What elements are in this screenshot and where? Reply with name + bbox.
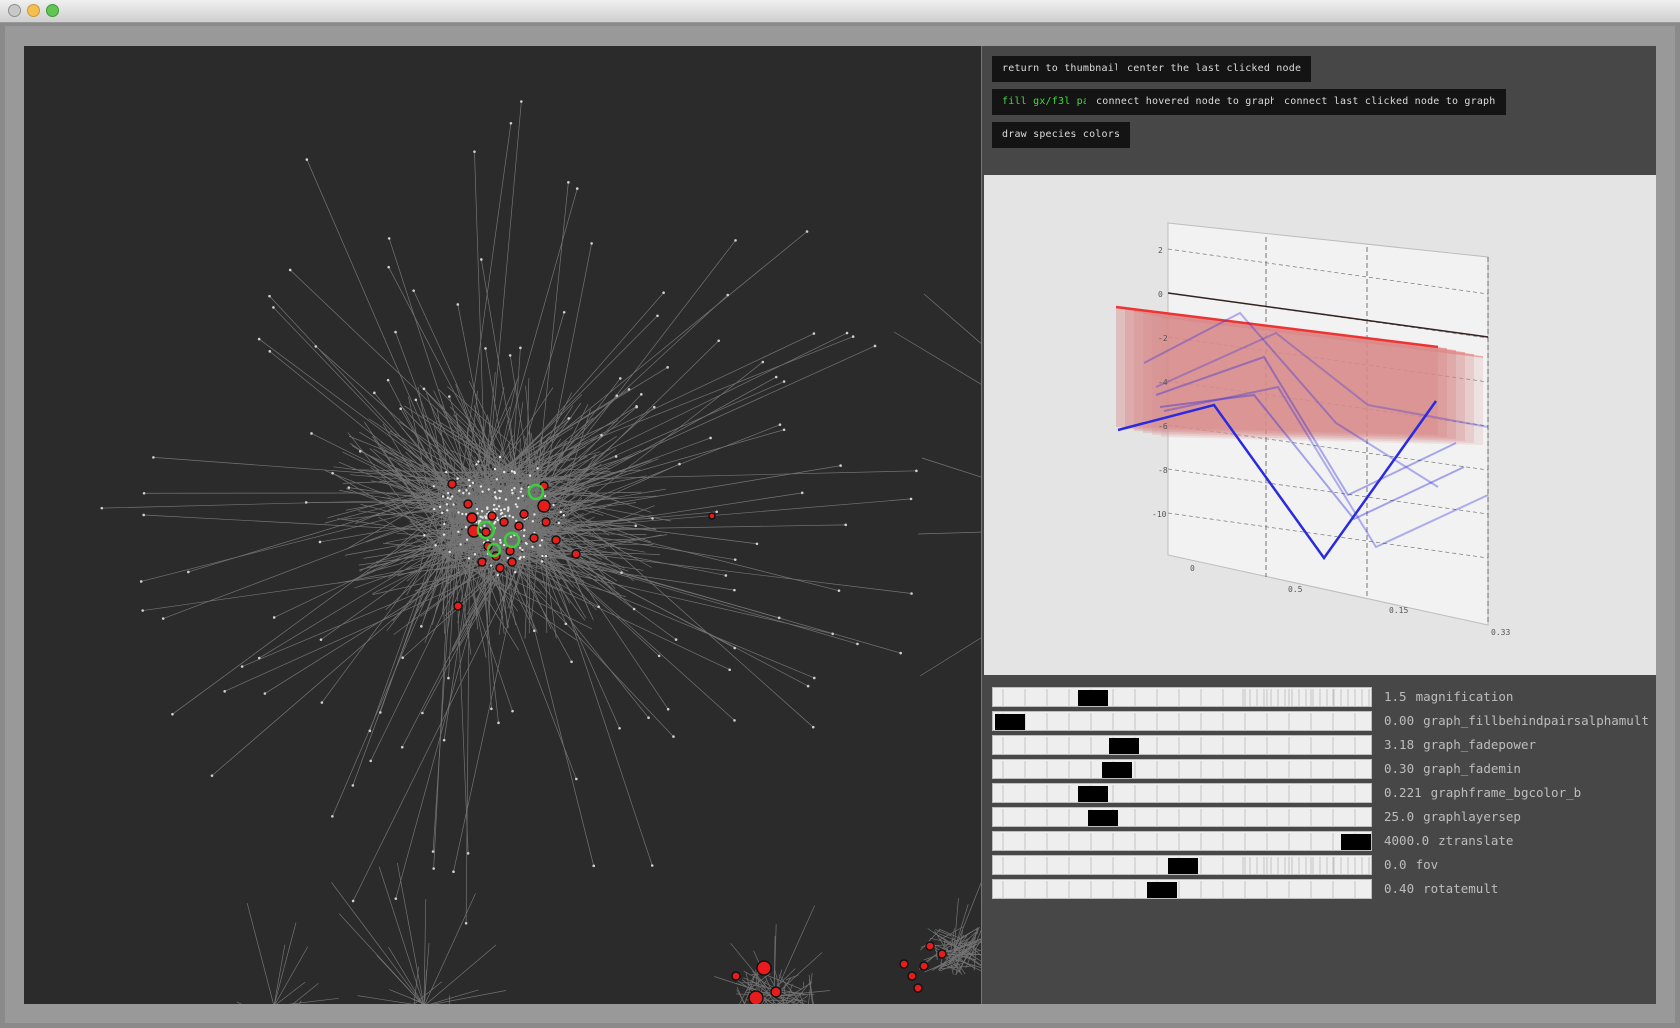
slider-knob[interactable] [1168, 858, 1198, 874]
slider-knob[interactable] [1078, 786, 1109, 802]
slider-name: graphframe_bgcolor_b [1430, 785, 1582, 800]
slider-knob[interactable] [1088, 810, 1119, 826]
slider-graph-fadepower[interactable]: 3.18 graph_fadepower [992, 735, 1652, 755]
plot-frame [1115, 222, 1489, 626]
slider-graphframe-bgcolor-b[interactable]: 0.221 graphframe_bgcolor_b [992, 783, 1652, 803]
slider-knob[interactable] [1109, 738, 1140, 754]
slider-knob[interactable] [1341, 834, 1371, 850]
slider-name: graph_fademin [1423, 761, 1521, 776]
slider-knob[interactable] [1078, 690, 1109, 706]
network-graph-canvas[interactable] [24, 46, 982, 1004]
window-maximize-button[interactable] [46, 4, 59, 17]
slider-value: 1.5 [1384, 689, 1407, 704]
plot-tick-labels: 2 0 -2 -4 -6 -8 -10 0 0.5 0.15 0.33 [1152, 246, 1510, 637]
y-tick-label: 2 [1158, 246, 1163, 255]
slider-name: graph_fillbehindpairsalphamult [1423, 713, 1649, 728]
slider-value: 0.0 [1384, 857, 1407, 872]
x-tick-label: 0 [1190, 564, 1195, 573]
slider-panel: 1.5 magnification 0.00 graph_fillbehindpai… [982, 676, 1656, 1004]
slider-name: graphlayersep [1423, 809, 1521, 824]
slider-name: graph_fadepower [1423, 737, 1536, 752]
y-tick-label: -2 [1158, 334, 1168, 343]
slider-value: 3.18 [1384, 737, 1415, 752]
y-tick-label: -6 [1158, 422, 1168, 431]
slider-name: ztranslate [1438, 833, 1514, 848]
connect-last-clicked-node-button[interactable]: connect last clicked node to graph [1274, 89, 1506, 115]
x-tick-label: 0.33 [1491, 628, 1510, 637]
slider-track[interactable] [992, 687, 1372, 707]
slider-value: 25.0 [1384, 809, 1415, 824]
slider-value: 0.30 [1384, 761, 1415, 776]
slider-magnification[interactable]: 1.5 magnification [992, 687, 1652, 707]
network-graph-view[interactable] [24, 46, 982, 1004]
slider-name: magnification [1415, 689, 1514, 704]
window-titlebar [0, 0, 1680, 23]
center-last-clicked-node-button[interactable]: center the last clicked node [1117, 56, 1312, 82]
plot-canvas: 2 0 -2 -4 -6 -8 -10 0 0.5 0.15 0.33 [1115, 222, 1510, 637]
slider-value: 0.00 [1384, 713, 1415, 728]
slider-knob[interactable] [995, 714, 1025, 730]
slider-value: 4000.0 [1384, 833, 1430, 848]
slider-name: fov [1415, 857, 1439, 872]
slider-ztranslate[interactable]: 4000.0 ztranslate [992, 831, 1652, 851]
slider-knob[interactable] [1102, 762, 1133, 778]
toolbar: return to thumbnails center the last cli… [982, 46, 1656, 174]
y-tick-label: 0 [1158, 290, 1163, 299]
slider-track[interactable] [992, 855, 1372, 875]
app-content: return to thumbnails center the last cli… [24, 46, 1656, 1004]
y-tick-label: -4 [1158, 378, 1168, 387]
y-tick-label: -8 [1158, 466, 1168, 475]
slider-track[interactable] [992, 759, 1372, 779]
slider-rotatemult[interactable]: 0.40 rotatemult [992, 879, 1652, 899]
slider-track[interactable] [992, 735, 1372, 755]
slider-value: 0.40 [1384, 881, 1415, 896]
slider-track[interactable] [992, 783, 1372, 803]
window-minimize-button[interactable] [27, 4, 40, 17]
slider-track[interactable] [992, 807, 1372, 827]
slider-name: rotatemult [1423, 881, 1499, 896]
draw-species-colors-button[interactable]: draw species colors [992, 122, 1131, 148]
layered-line-plot[interactable]: 2 0 -2 -4 -6 -8 -10 0 0.5 0.15 0.33 [984, 175, 1656, 675]
y-tick-label: -10 [1152, 510, 1167, 519]
return-to-thumbnails-button[interactable]: return to thumbnails [992, 56, 1137, 82]
connect-hovered-node-button[interactable]: connect hovered node to graph [1086, 89, 1287, 115]
slider-track[interactable] [992, 711, 1372, 731]
slider-value: 0.221 [1384, 785, 1422, 800]
slider-track[interactable] [992, 831, 1372, 851]
slider-graph-fademin[interactable]: 0.30 graph_fademin [992, 759, 1652, 779]
slider-track[interactable] [992, 879, 1372, 899]
x-tick-label: 0.15 [1389, 606, 1408, 615]
slider-knob[interactable] [1147, 882, 1178, 898]
x-tick-label: 0.5 [1288, 585, 1303, 594]
window-close-button[interactable] [8, 4, 21, 17]
slider-fov[interactable]: 0.0 fov [992, 855, 1652, 875]
slider-graphlayersep[interactable]: 25.0 graphlayersep [992, 807, 1652, 827]
slider-graph-fillbehindpairsalphamult[interactable]: 0.00 graph_fillbehindpairsalphamult [992, 711, 1652, 731]
